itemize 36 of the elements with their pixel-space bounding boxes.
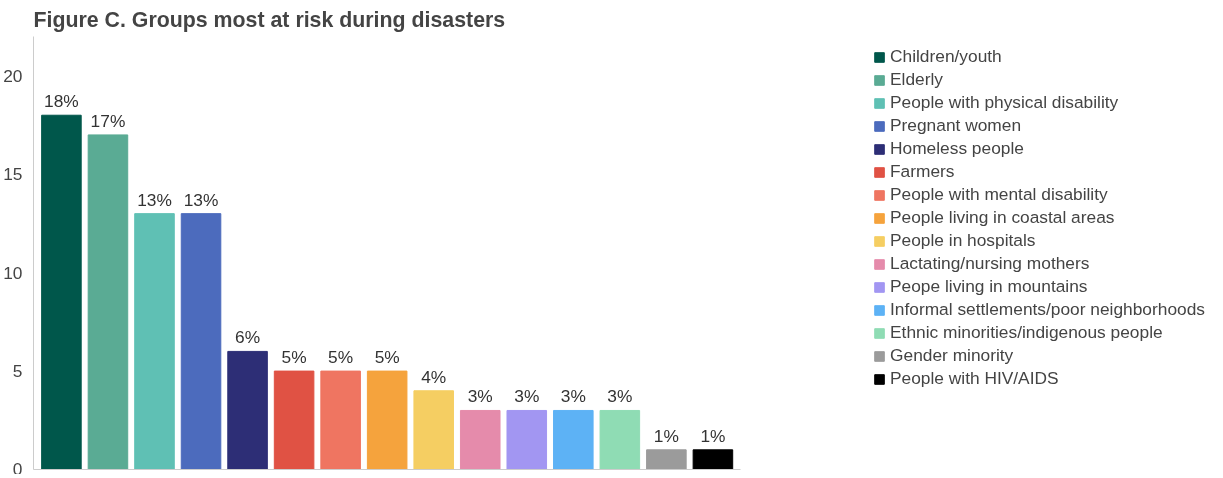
data-label: 13% (137, 189, 172, 210)
legend-label: Homeless people (890, 138, 1024, 159)
legend-label: Peope living in mountains (890, 276, 1088, 297)
legend-label: Lactating/nursing mothers (890, 253, 1090, 274)
y-tick-label: 5 (12, 361, 23, 382)
data-label: 3% (607, 386, 633, 407)
data-label: 3% (514, 386, 540, 407)
data-label: 18% (44, 91, 79, 112)
y-tick-label: 15 (3, 164, 23, 185)
legend-label: People in hospitals (890, 230, 1036, 251)
data-label: 4% (421, 366, 447, 387)
data-label: 13% (183, 189, 219, 210)
chart-title: Figure C. Groups most at risk during disasters (33, 7, 506, 32)
legend-label: Pregnant women (890, 115, 1022, 136)
legend-label: Gender minority (890, 345, 1014, 366)
y-tick-label: 10 (3, 262, 23, 283)
data-label: 3% (467, 386, 493, 407)
legend-label: People with HIV/AIDS (890, 368, 1059, 389)
y-tick-label: 20 (3, 65, 23, 86)
legend-label: People living in coastal areas (890, 207, 1115, 228)
y-tick-label: 0 (12, 458, 23, 478)
data-label: 3% (560, 386, 586, 407)
legend-label: Informal settlements/poor neighborhoods (890, 299, 1205, 320)
legend-label: Farmers (890, 161, 955, 182)
data-label: 1% (700, 425, 726, 446)
data-label: 5% (374, 347, 400, 368)
data-label: 17% (90, 110, 126, 131)
data-label: 6% (235, 327, 261, 348)
data-label: 1% (653, 425, 679, 446)
legend-label: People with physical disability (890, 92, 1119, 113)
data-label: 5% (281, 347, 307, 368)
legend-label: Ethnic minorities/indigenous people (890, 322, 1163, 343)
legend-label: Elderly (890, 69, 943, 90)
legend-label: Children/youth (890, 46, 1002, 67)
data-label: 5% (328, 347, 354, 368)
legend-label: People with mental disability (890, 184, 1108, 205)
